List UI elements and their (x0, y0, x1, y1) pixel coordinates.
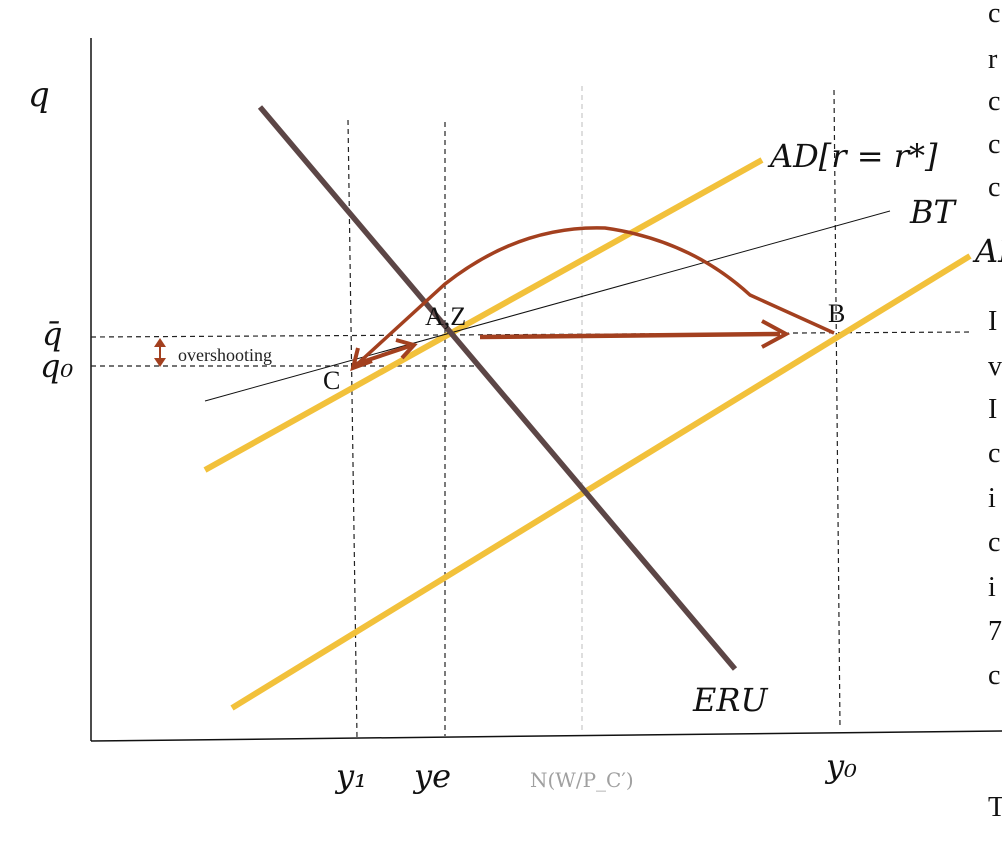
margin-char: 7 (988, 616, 1002, 647)
margin-char: T (988, 792, 1002, 823)
c-to-a-head (395, 338, 418, 360)
point-c-label: C (323, 366, 340, 395)
ad-rstar-label: AD[r = r*] (767, 137, 938, 175)
q-bar-label: q̄ (42, 315, 62, 353)
ad-lower-label: AD (972, 232, 1002, 270)
y0-label: y₀ (824, 747, 857, 785)
q0-label: q₀ (40, 347, 73, 385)
margin-char: c (988, 0, 1000, 29)
margin-char: r (988, 44, 998, 75)
y1-label: y₁ (334, 757, 367, 795)
margin-char: c (988, 660, 1000, 691)
jump-arrow-head (761, 319, 791, 349)
overshooting-label: overshooting (178, 345, 272, 365)
y-axis-label: q (28, 75, 50, 115)
margin-char: i (988, 572, 996, 603)
margin-char: v (988, 351, 1002, 382)
adjustment-curve (351, 226, 835, 370)
ad-rstar-line (203, 157, 764, 473)
right-margin-fragments: c r c c c I v I c i c i 7 c T (988, 0, 1002, 823)
ad-lower-line (230, 253, 972, 711)
overshooting-down-tip (154, 358, 166, 367)
y0-guide (833, 89, 841, 729)
margin-char: c (988, 438, 1000, 469)
margin-char: c (988, 86, 1000, 117)
ye-label: ye (412, 757, 451, 795)
margin-char: i (988, 483, 996, 514)
jump-arrow-shaft (479, 331, 781, 340)
bt-label: BT (909, 193, 958, 231)
eru-line (257, 105, 738, 671)
margin-char: I (988, 394, 997, 425)
overshooting-up-tip (154, 338, 166, 347)
point-az-label: A,Z (425, 302, 466, 331)
c-arrow-head (350, 347, 373, 372)
point-b-label: B (828, 299, 845, 328)
x-axis (90, 730, 1002, 742)
c-to-a-shaft (355, 344, 411, 366)
q-bar-guide (90, 331, 973, 338)
margin-char: c (988, 527, 1000, 558)
n-wpc-label: N(W/P_C′) (530, 768, 634, 792)
margin-char: I (988, 306, 997, 337)
bt-line (204, 210, 891, 402)
margin-char: c (988, 172, 1000, 203)
margin-char: c (988, 129, 1000, 160)
eru-label: ERU (692, 681, 768, 719)
